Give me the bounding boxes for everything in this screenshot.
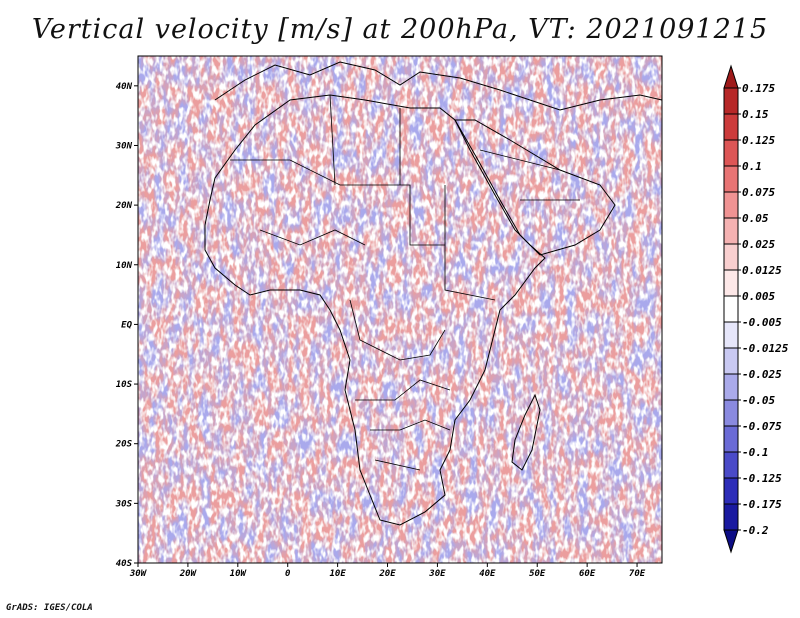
colorbar-label: -0.005 [742,316,782,329]
colorbar-label: 0.0125 [742,264,782,277]
colorbar: 0.175 0.15 0.125 0.1 0.075 0.05 0.025 0.0125 0.0… [723,64,789,554]
colorbar-segment [723,269,739,297]
colorbar-label: 0.175 [742,82,775,95]
lat-tick-label: 30S [115,499,133,509]
map-frame [137,55,663,564]
madagascar-coastline [511,393,541,471]
lon-tick-label: 10W [230,569,248,579]
colorbar-segment [723,399,739,427]
colorbar-segment [723,451,739,479]
colorbar-segment [723,373,739,401]
lon-tick-label: 50E [529,569,546,579]
colorbar-label: 0.025 [742,238,775,251]
colorbar-segment [723,477,739,505]
colorbar-segment [723,503,739,531]
grads-credit: GrADS: IGES/COLA [6,603,93,613]
colorbar-label: -0.1 [742,446,769,459]
colorbar-label: 0.075 [742,186,775,199]
colorbar-label: -0.125 [742,472,782,485]
colorbar-bottom-arrow [723,529,739,554]
colorbar-label: -0.2 [742,524,769,537]
colorbar-segment [723,113,739,141]
colorbar-label: 0.15 [742,108,769,121]
longitude-axis: 30W 20W 10W 0 10E 20E 30E 40E 50E 60E 70E [129,563,646,579]
colorbar-segment [723,295,739,323]
colorbar-segment [723,191,739,219]
colorbar-label: 0.005 [742,290,775,303]
colorbar-segment [723,243,739,271]
latitude-axis: 40N 30N 20N 10N EQ 10S 20S 30S 40S [115,82,138,569]
lat-tick-label: 10S [116,380,133,390]
lon-tick-label: 20W [179,569,198,579]
lon-tick-label: 40E [479,569,496,579]
lat-tick-label: 40N [116,82,133,92]
colorbar-label: 0.05 [742,212,769,225]
lat-tick-label: 10N [116,261,133,271]
lon-tick-label: 10E [329,569,346,579]
lon-tick-label: 0 [285,569,291,579]
colorbar-label: -0.025 [742,368,782,381]
lat-tick-label: 40S [116,559,133,569]
europe-coastline [214,61,662,111]
colorbar-segment [723,165,739,193]
lat-tick-label: EQ [121,320,132,330]
lon-tick-label: 60E [579,569,596,579]
map-title: Vertical velocity [m/s] at 200hPa, VT: 2… [31,14,769,45]
lon-tick-label: 20E [378,569,396,579]
colorbar-label: -0.0125 [742,342,789,355]
lat-tick-label: 20S [115,440,133,450]
lon-tick-label: 30W [129,569,148,579]
colorbar-segment [723,87,739,115]
colorbar-top-arrow [723,64,739,89]
colorbar-label: -0.05 [742,394,775,407]
colorbar-label: -0.075 [742,420,782,433]
arabia-coastline [454,119,616,256]
colorbar-segment [723,321,739,349]
map-plot-area [138,56,662,563]
lat-tick-label: 20N [115,201,133,211]
colorbar-segment [723,425,739,453]
country-borders [230,94,580,471]
colorbar-label: 0.1 [742,160,762,173]
colorbar-segment [723,139,739,167]
lon-tick-label: 70E [629,569,646,579]
colorbar-label: -0.175 [742,498,782,511]
africa-coastline [204,94,546,526]
lon-tick-label: 30E [428,569,446,579]
colorbar-segment [723,217,739,245]
lat-tick-label: 30N [115,141,133,151]
colorbar-segment [723,347,739,375]
colorbar-label: 0.125 [742,134,775,147]
